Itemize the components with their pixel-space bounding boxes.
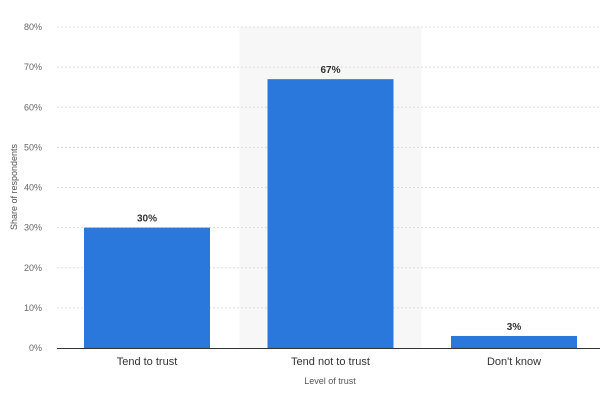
x-tick-labels: Tend to trust Tend not to trust Don't know <box>117 356 541 368</box>
x-tick-label: Tend to trust <box>117 356 178 368</box>
bar-layer <box>84 79 577 348</box>
data-labels: 30% 67% 3% <box>137 65 521 333</box>
bar <box>451 335 577 348</box>
x-axis-title: Level of trust <box>304 376 356 386</box>
y-tick-label: 50% <box>24 142 42 152</box>
y-axis-title: Share of respondents <box>9 143 19 230</box>
bar <box>84 227 210 348</box>
y-tick-label: 40% <box>24 183 42 193</box>
y-tick-label: 0% <box>29 343 42 353</box>
grid-layer <box>57 26 600 309</box>
y-tick-label: 20% <box>24 263 42 273</box>
y-tick-label: 70% <box>24 62 42 72</box>
y-tick-label: 60% <box>24 102 42 112</box>
y-tick-label: 80% <box>24 22 42 32</box>
data-label: 3% <box>507 322 522 333</box>
data-label: 67% <box>320 65 340 76</box>
y-tick-label: 10% <box>24 303 42 313</box>
x-tick-label: Don't know <box>487 356 541 368</box>
data-label: 30% <box>137 214 157 225</box>
bar <box>267 79 394 348</box>
y-tick-labels: 0% 10% 20% 30% 40% 50% 60% 70% 80% <box>24 22 42 353</box>
x-tick-label: Tend not to trust <box>291 356 370 368</box>
y-tick-label: 30% <box>24 223 42 233</box>
